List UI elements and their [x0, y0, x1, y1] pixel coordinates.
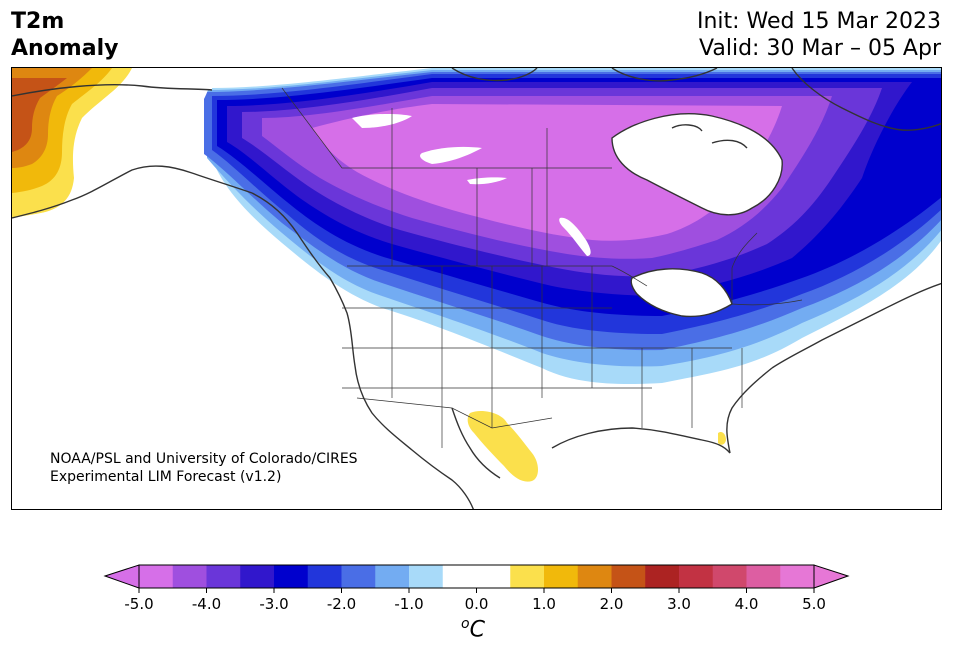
colorbar-swatch — [611, 565, 646, 588]
map-panel: NOAA/PSL and University of Colorado/CIRE… — [11, 67, 942, 510]
colorbar-swatch — [206, 565, 241, 588]
title-line-1: T2m — [11, 9, 65, 34]
colorbar-swatch — [712, 565, 748, 588]
colorbar-extend-low — [103, 564, 140, 589]
band-plus-2-0 — [12, 78, 67, 152]
pacific-ocean — [12, 168, 463, 509]
colorbar-tick-label: -2.0 — [327, 595, 356, 613]
band-plus-mexico — [467, 411, 538, 482]
forecast-dates: Init: Wed 15 Mar 2023 Valid: 30 Mar – 05… — [697, 8, 941, 62]
colorbar-swatch — [746, 565, 781, 588]
init-date: Init: Wed 15 Mar 2023 — [696, 9, 941, 34]
colorbar: -5.0 -4.0 -3.0 -2.0 -1.0 0.0 1.0 2.0 3.0 4.0 5.0 — [103, 564, 850, 613]
colorbar-tick-label: 5.0 — [802, 595, 826, 613]
colorbar-swatch — [172, 565, 208, 588]
colorbar-tick-label: -5.0 — [124, 595, 153, 613]
colorbar-swatch — [510, 565, 545, 588]
atlantic-ocean — [732, 283, 941, 509]
colorbar-swatch — [307, 565, 343, 588]
colorbar-swatch — [409, 565, 444, 588]
colorbar-swatch — [341, 565, 376, 588]
colorbar-unit: oC — [461, 616, 485, 642]
colorbar-swatch — [544, 565, 579, 588]
lake-winnipeg — [559, 217, 591, 256]
colorbar-swatch — [442, 565, 478, 588]
credit-text: NOAA/PSL and University of Colorado/CIRE… — [50, 450, 358, 486]
colorbar-tick-label: -4.0 — [192, 595, 221, 613]
colorbar-tick-label: 0.0 — [465, 595, 489, 613]
colorbar-tick-label: 1.0 — [532, 595, 556, 613]
credit-line-2: Experimental LIM Forecast (v1.2) — [50, 469, 282, 485]
great-lakes — [631, 268, 732, 317]
anomaly-map — [12, 68, 941, 509]
colorbar-swatch — [274, 565, 309, 588]
colorbar-tick-label: 2.0 — [600, 595, 624, 613]
colorbar-tick-label: 3.0 — [667, 595, 691, 613]
unit-degree: o — [461, 616, 470, 632]
title-line-2: Anomaly — [11, 36, 119, 61]
coastlines — [12, 68, 941, 509]
great-bear-lake — [352, 113, 412, 128]
gulf-of-mexico — [552, 426, 732, 509]
colorbar-swatch — [139, 565, 174, 588]
unit-celsius: C — [469, 617, 485, 643]
colorbar-swatch — [240, 565, 275, 588]
credit-line-1: NOAA/PSL and University of Colorado/CIRE… — [50, 451, 358, 467]
colorbar-swatches — [139, 565, 815, 588]
colorbar-extend-high — [813, 564, 850, 589]
political-borders — [281, 87, 803, 448]
map-title: T2m Anomaly — [11, 8, 118, 62]
colorbar-swatch — [780, 565, 815, 588]
colorbar-ticks: -5.0 -4.0 -3.0 -2.0 -1.0 0.0 1.0 2.0 3.0 4.0 5.0 — [124, 588, 826, 613]
colorbar-tick-label: 4.0 — [735, 595, 759, 613]
colorbar-swatch — [476, 565, 511, 588]
hudson-bay — [612, 113, 783, 215]
colorbar-swatch — [375, 565, 410, 588]
colorbar-swatch — [577, 565, 613, 588]
colorbar-swatch — [679, 565, 714, 588]
valid-date: Valid: 30 Mar – 05 Apr — [699, 36, 941, 61]
colorbar-swatch — [645, 565, 680, 588]
great-slave-lake — [420, 146, 482, 164]
colorbar-tick-label: -3.0 — [259, 595, 288, 613]
colorbar-tick-label: -1.0 — [394, 595, 423, 613]
band-plus-florida — [718, 431, 726, 445]
